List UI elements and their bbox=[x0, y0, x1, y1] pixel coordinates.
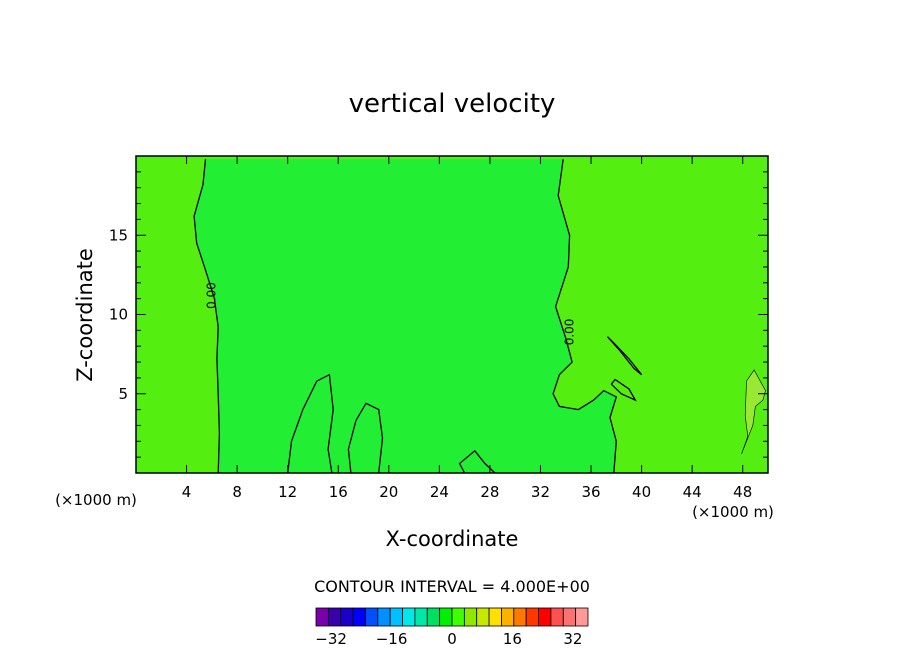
x-tick-label: 28 bbox=[480, 483, 499, 501]
colorbar-swatch bbox=[377, 607, 391, 627]
colorbar-swatch bbox=[538, 607, 552, 627]
colorbar-swatch bbox=[501, 607, 515, 627]
colorbar-swatch bbox=[525, 607, 539, 627]
chart-title: vertical velocity bbox=[349, 89, 556, 119]
colorbar-swatch bbox=[315, 607, 329, 627]
zero-contour-right bbox=[552, 159, 618, 474]
x-tick-label: 36 bbox=[581, 483, 600, 501]
y-tick-label: 15 bbox=[109, 226, 128, 244]
colorbar-swatch bbox=[513, 607, 527, 627]
colorbar-swatch bbox=[414, 607, 428, 627]
colorbar-swatch bbox=[426, 607, 441, 627]
x-tick-label: 32 bbox=[531, 483, 550, 501]
colorbar: −32 −16 0 16 32 bbox=[315, 607, 589, 648]
x-tick-label: 24 bbox=[430, 483, 449, 501]
contour-cell-2 bbox=[347, 402, 384, 474]
contour-cell-3 bbox=[607, 336, 643, 376]
plot-area bbox=[136, 156, 768, 473]
colorbar-tick-label: −32 bbox=[315, 630, 347, 648]
contour-label-1: 0.00 bbox=[205, 282, 219, 309]
colorbar-tick-label: 16 bbox=[503, 630, 522, 648]
colorbar-swatch bbox=[402, 607, 416, 627]
contour-label-2: 0.00 bbox=[562, 319, 576, 346]
x-tick-label: 8 bbox=[232, 483, 242, 501]
x-unit-left: (×1000 m) bbox=[55, 491, 137, 509]
zero-contour-left bbox=[193, 159, 221, 474]
x-axis-label: X-coordinate bbox=[386, 527, 519, 551]
x-tick-label: 4 bbox=[182, 483, 192, 501]
y-tick-label: 10 bbox=[109, 306, 128, 324]
x-tick-label: 40 bbox=[632, 483, 651, 501]
colorbar-swatch bbox=[327, 607, 342, 627]
contour-cell-4 bbox=[610, 378, 637, 402]
contour-lines: 0.00 0.00 bbox=[193, 159, 643, 474]
contour-interval-text: CONTOUR INTERVAL = 4.000E+00 bbox=[314, 577, 590, 596]
colorbar-swatch bbox=[365, 607, 379, 627]
field-near-zero bbox=[194, 159, 617, 473]
x-tick-label: 20 bbox=[379, 483, 398, 501]
colorbar-swatch bbox=[463, 607, 478, 627]
contour-cell-5 bbox=[458, 449, 496, 474]
colorbar-swatch bbox=[451, 607, 465, 627]
x-tick-label: 16 bbox=[329, 483, 348, 501]
colorbar-swatch bbox=[550, 607, 564, 627]
colorbar-swatch bbox=[488, 607, 502, 627]
y-tick-label: 5 bbox=[118, 385, 128, 403]
colorbar-swatch bbox=[562, 607, 577, 627]
colorbar-swatch bbox=[439, 607, 453, 627]
colorbar-tick-label: 32 bbox=[563, 630, 582, 648]
colorbar-tick-label: −16 bbox=[376, 630, 408, 648]
colorbar-swatch bbox=[340, 607, 354, 627]
x-tick-label: 44 bbox=[683, 483, 702, 501]
colorbar-swatch bbox=[575, 607, 589, 627]
y-axis-label: Z-coordinate bbox=[73, 248, 97, 382]
colorbar-tick-label: 0 bbox=[447, 630, 457, 648]
x-tick-label: 48 bbox=[733, 483, 752, 501]
x-unit-right: (×1000 m) bbox=[692, 503, 774, 521]
colorbar-swatch bbox=[476, 607, 490, 627]
colorbar-swatch bbox=[352, 607, 366, 627]
contour-cell-1 bbox=[287, 373, 334, 474]
colorbar-swatch bbox=[389, 607, 403, 627]
x-tick-label: 12 bbox=[278, 483, 297, 501]
